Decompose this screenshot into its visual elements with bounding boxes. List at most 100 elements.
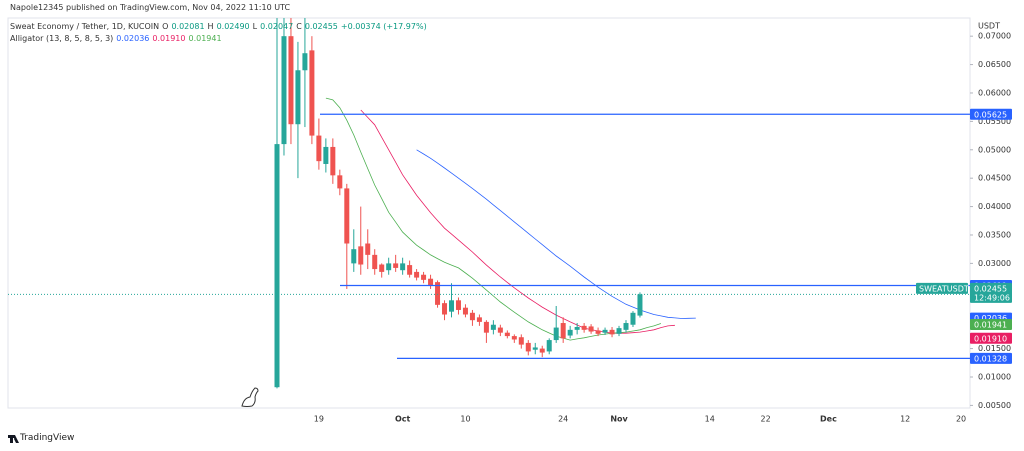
candle-body xyxy=(449,300,454,312)
candle-body xyxy=(637,294,643,316)
x-tick-label: 14 xyxy=(705,415,715,424)
indicator-badge-label: 0.01941 xyxy=(974,321,1007,330)
axis-unit: USDT xyxy=(978,22,1000,31)
candle-body xyxy=(518,337,524,345)
countdown-label: 12:49:06 xyxy=(974,293,1010,302)
x-tick-label: 24 xyxy=(558,415,568,424)
candle-body xyxy=(595,330,601,334)
ohlc-key: H xyxy=(207,22,214,31)
indicator-badge xyxy=(970,332,1012,344)
candle-body xyxy=(344,188,350,244)
candle-body xyxy=(351,249,357,264)
logo-icon xyxy=(8,435,19,443)
candle-body xyxy=(302,53,308,71)
indicator-line xyxy=(360,109,675,334)
candle-body xyxy=(421,274,427,280)
x-tick-label: 20 xyxy=(956,415,966,424)
x-tick-label: Oct xyxy=(395,415,411,424)
symbol-badge xyxy=(916,282,968,294)
candle-body xyxy=(609,329,615,335)
candle-body xyxy=(358,246,364,265)
candle-body xyxy=(414,271,420,278)
ohlc-value: 0.02490 xyxy=(216,22,250,31)
price-badge-label: 0.05625 xyxy=(974,110,1007,119)
ohlc-value: 0.02047 xyxy=(260,22,294,31)
indicator-badge-label: 0.02036 xyxy=(974,314,1007,323)
y-tick-label: 0.00500 xyxy=(978,401,1011,410)
candle-body xyxy=(630,312,636,325)
candle-body xyxy=(295,70,301,125)
candle-body xyxy=(581,325,587,330)
y-tick-label: 0.04000 xyxy=(978,202,1011,211)
last-price-label: 0.02455 xyxy=(974,284,1007,293)
plot-area xyxy=(274,18,696,389)
ohlc-value: 0.02455 xyxy=(304,22,338,31)
candle-body xyxy=(511,336,517,340)
x-tick-label: Nov xyxy=(610,415,628,424)
candle-body xyxy=(553,327,559,341)
candle-body xyxy=(539,348,545,353)
publish-text: Napole12345 published on TradingView.com… xyxy=(10,3,291,12)
price-badge-label: 0.01328 xyxy=(974,354,1007,363)
candle-body xyxy=(372,254,378,270)
ohlc-key: L xyxy=(252,22,258,31)
y-tick-label: 0.05500 xyxy=(978,117,1011,126)
x-tick-label: 12 xyxy=(900,415,910,424)
price-badge xyxy=(970,352,1012,364)
candle-body xyxy=(525,342,531,352)
candle-body xyxy=(323,146,329,164)
candle-body xyxy=(393,263,399,268)
candle-body xyxy=(455,300,461,310)
candle-body xyxy=(469,312,475,321)
last-price-badge xyxy=(970,282,1012,303)
y-tick-label: 0.01500 xyxy=(978,344,1011,353)
candle-body xyxy=(567,329,573,336)
candle-body xyxy=(490,324,496,330)
publish-line: Napole12345 published on TradingView.com… xyxy=(10,3,290,12)
candle-body xyxy=(483,321,489,333)
candle-body xyxy=(407,265,413,275)
footer-text: TradingView xyxy=(20,433,75,443)
y-tick-label: 0.03000 xyxy=(978,259,1011,268)
candle-body xyxy=(476,317,482,322)
candle-body xyxy=(560,323,566,339)
candle-body xyxy=(616,328,622,334)
indicator-line xyxy=(325,97,662,341)
candle-body xyxy=(365,243,371,255)
symbol-title: Sweat Economy / Tether, 1D, KUCOIN xyxy=(10,22,160,31)
indicator-line xyxy=(416,149,696,319)
candle-body xyxy=(623,323,629,330)
indicator-value: 0.01941 xyxy=(188,34,222,43)
y-tick-label: 0.04500 xyxy=(978,174,1011,183)
ohlc-key: O xyxy=(162,22,169,31)
candle-body xyxy=(316,135,322,162)
candle-body xyxy=(288,36,294,125)
indicator-label: Alligator (13, 8, 5, 8, 5, 3) xyxy=(10,34,114,43)
candle-body xyxy=(462,307,468,315)
y-tick-label: 0.05000 xyxy=(978,145,1011,154)
candle-body xyxy=(386,263,392,271)
candle-body xyxy=(337,175,343,189)
candle-body xyxy=(330,146,336,176)
y-tick-label: 0.01000 xyxy=(978,372,1011,381)
candle-body xyxy=(442,303,448,315)
candle-body xyxy=(602,329,608,333)
candle-body xyxy=(532,347,538,350)
indicator-value: 0.01910 xyxy=(152,34,186,43)
legend-indicator: Alligator (13, 8, 5, 8, 5, 3) 0.02036 0.01… xyxy=(10,34,222,43)
y-tick-label: 0.06000 xyxy=(978,88,1011,97)
y-tick-label: 0.07000 xyxy=(978,32,1011,41)
y-tick-label: 0.06500 xyxy=(978,60,1011,69)
y-tick-label: 0.03500 xyxy=(978,230,1011,239)
candle-body xyxy=(400,263,406,271)
x-tick-label: 10 xyxy=(460,415,470,424)
logo-mascot xyxy=(241,387,259,407)
footer: TradingView xyxy=(20,433,74,443)
ohlc-key: C xyxy=(296,22,302,31)
change: +0.00374 (+17.97%) xyxy=(340,22,427,31)
x-tick-label: 19 xyxy=(314,415,324,424)
candle-body xyxy=(546,340,552,352)
candle-body xyxy=(574,327,580,330)
